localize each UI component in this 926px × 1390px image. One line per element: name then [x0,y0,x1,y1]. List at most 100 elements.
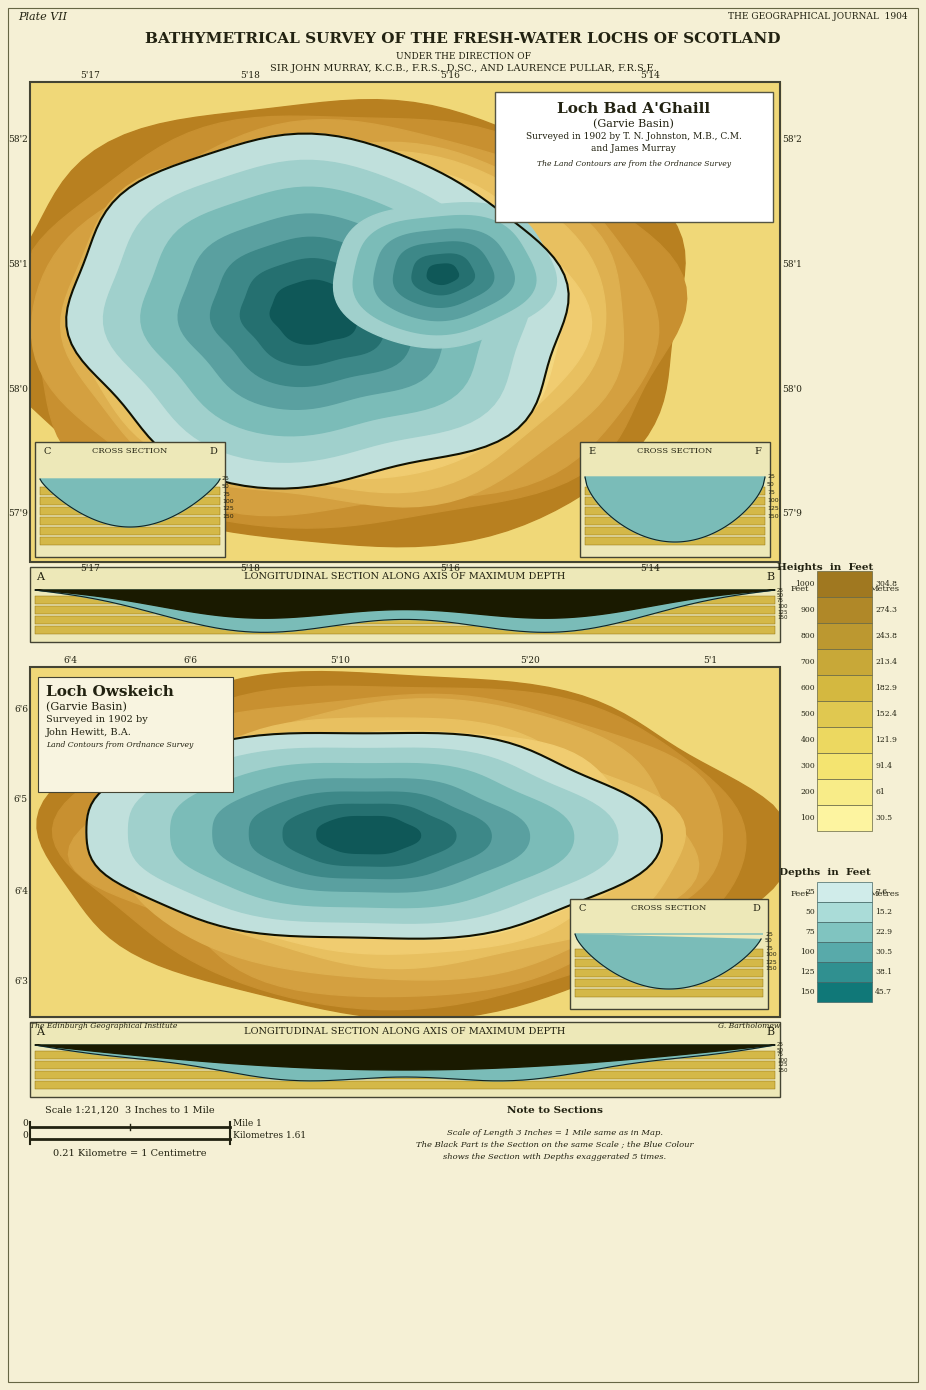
Text: 5'18: 5'18 [240,71,260,81]
Text: 50: 50 [765,938,773,944]
Text: 100: 100 [800,815,815,821]
Polygon shape [333,203,557,348]
Text: 6'4: 6'4 [14,887,28,895]
Text: 125: 125 [767,506,779,512]
Bar [30,82,780,562]
Bar [817,727,872,753]
Text: 38.1: 38.1 [875,967,892,976]
Text: shows the Section with Depths exaggerated 5 times.: shows the Section with Depths exaggerate… [444,1152,667,1161]
Polygon shape [161,202,525,438]
Text: 5'18: 5'18 [240,564,260,573]
Text: 5'17: 5'17 [80,564,100,573]
Bar [580,442,770,557]
Text: B: B [766,1027,774,1037]
Bar [575,979,763,987]
Polygon shape [67,133,569,488]
Text: B: B [766,573,774,582]
Text: Surveyed in 1902 by T. N. Johnston, M.B., C.M.: Surveyed in 1902 by T. N. Johnston, M.B.… [526,132,742,140]
Text: 125: 125 [222,506,233,512]
Bar [817,942,872,962]
Text: 75: 75 [777,1052,784,1058]
Polygon shape [104,160,531,461]
Polygon shape [353,215,536,335]
Bar [585,507,765,516]
Text: Kilometres 1.61: Kilometres 1.61 [233,1131,307,1141]
Text: 15.2: 15.2 [875,908,892,916]
Bar [817,571,872,596]
Text: 25: 25 [806,888,815,897]
Text: 200: 200 [800,788,815,796]
Text: 5'20: 5'20 [520,656,540,664]
Polygon shape [394,242,494,307]
Bar [585,498,765,505]
Text: 50: 50 [777,594,784,598]
Text: 25: 25 [767,474,775,480]
Text: 182.9: 182.9 [875,684,897,692]
Text: 5'16: 5'16 [440,564,460,573]
Text: 30.5: 30.5 [875,815,892,821]
Text: 6'4: 6'4 [63,656,77,664]
Text: The Edinburgh Geographical Institute: The Edinburgh Geographical Institute [30,1022,178,1030]
Polygon shape [231,759,582,917]
Bar [585,486,765,495]
Bar [817,753,872,778]
Text: 58'0: 58'0 [8,385,28,393]
Text: 150: 150 [800,988,815,997]
Text: Metres: Metres [870,890,900,898]
Polygon shape [317,817,420,853]
Bar [40,527,220,535]
Bar [575,959,763,967]
Text: (Garvie Basin): (Garvie Basin) [594,120,674,129]
Polygon shape [178,214,455,409]
Text: Feet: Feet [791,890,809,898]
Polygon shape [129,182,562,459]
Bar [817,649,872,676]
Text: 61: 61 [875,788,884,796]
Text: CROSS SECTION: CROSS SECTION [93,448,168,455]
Bar [817,883,872,902]
Polygon shape [37,671,780,1017]
Text: 7.6: 7.6 [875,888,887,897]
Text: 150: 150 [777,614,787,620]
Text: 121.9: 121.9 [875,735,897,744]
Bar [30,667,780,1017]
Bar [817,922,872,942]
Text: Mile 1: Mile 1 [233,1119,262,1129]
Polygon shape [134,197,540,445]
Text: 800: 800 [800,632,815,639]
Bar [817,623,872,649]
Text: G. Bartholomew: G. Bartholomew [718,1022,780,1030]
Text: 150: 150 [765,966,777,972]
Text: 58'1: 58'1 [8,260,28,268]
Bar [817,962,872,981]
Text: LONGITUDINAL SECTION ALONG AXIS OF MAXIMUM DEPTH: LONGITUDINAL SECTION ALONG AXIS OF MAXIM… [244,573,566,581]
Polygon shape [194,741,625,940]
Text: 125: 125 [777,1062,787,1068]
Polygon shape [170,763,573,908]
Text: 100: 100 [765,952,777,958]
Text: 5'17: 5'17 [80,71,100,81]
Polygon shape [121,699,698,980]
Text: 0.21 Kilometre = 1 Centimetre: 0.21 Kilometre = 1 Centimetre [54,1150,206,1158]
Text: BATHYMETRICAL SURVEY OF THE FRESH-WATER LOCHS OF SCOTLAND: BATHYMETRICAL SURVEY OF THE FRESH-WATER … [145,32,781,46]
Polygon shape [412,254,474,295]
Polygon shape [61,142,623,507]
Bar [40,498,220,505]
Text: CROSS SECTION: CROSS SECTION [632,904,707,912]
Text: UNDER THE DIRECTION OF: UNDER THE DIRECTION OF [395,51,531,61]
Text: 100: 100 [800,948,815,956]
Text: 50: 50 [777,1048,784,1052]
Polygon shape [40,480,220,527]
Text: Depths  in  Feet: Depths in Feet [779,867,870,877]
Bar [817,596,872,623]
Bar [35,1051,775,1059]
Polygon shape [35,1045,775,1070]
Text: 500: 500 [800,710,815,719]
Text: D: D [209,448,217,456]
Polygon shape [141,188,493,435]
Text: 213.4: 213.4 [875,657,897,666]
Text: Metres: Metres [870,585,900,594]
Text: 50: 50 [767,482,775,488]
Bar [40,486,220,495]
Text: 58'2: 58'2 [782,135,802,145]
